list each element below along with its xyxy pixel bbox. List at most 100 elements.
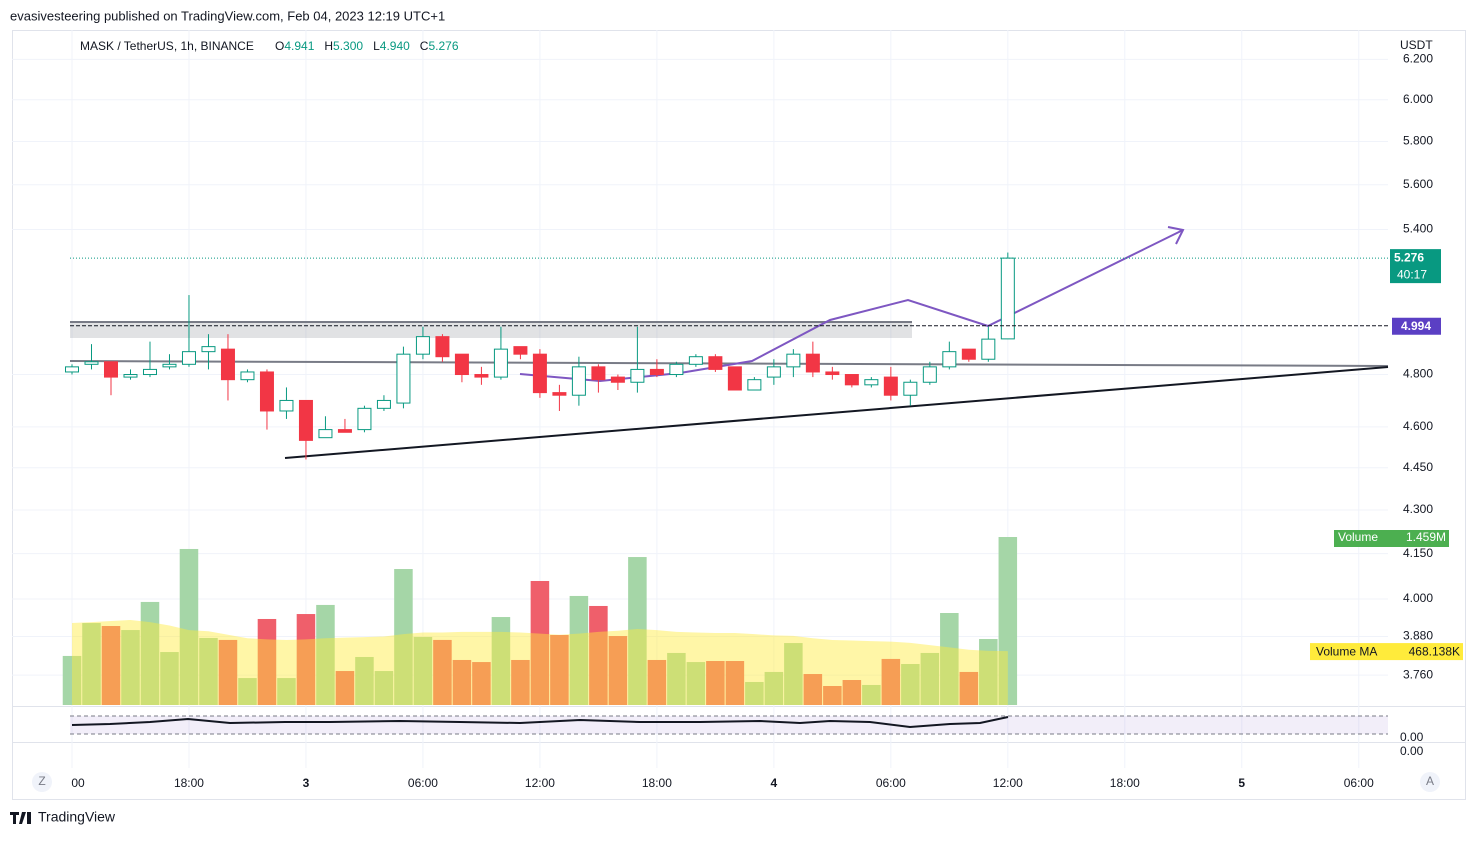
candle-body [454, 353, 469, 376]
level-label: 4.994 [1401, 319, 1431, 333]
candle-body [181, 351, 196, 365]
x-tick-label: 18:00 [174, 776, 204, 790]
volume-bar [589, 605, 608, 705]
volume-bar [764, 671, 784, 705]
trend-line [284, 366, 1389, 459]
volume-bar [530, 580, 550, 705]
volume-bar [413, 636, 433, 705]
frame [12, 30, 1466, 800]
candle-body [279, 399, 294, 412]
scale-button-label[interactable]: A [1426, 774, 1434, 788]
volume-bar [316, 604, 335, 705]
candle-body [688, 356, 703, 365]
volume-bar [550, 634, 569, 705]
volume-bar [491, 617, 511, 705]
candle-body [1000, 257, 1015, 340]
candle-body [318, 429, 333, 439]
candle-body [864, 379, 879, 386]
volume-legend-box [1334, 530, 1449, 547]
candle-body [357, 407, 372, 431]
osc-tick-label: 0.00 [1400, 744, 1424, 758]
volume-bar [920, 652, 940, 705]
candle-body [220, 348, 235, 381]
scale-button-label[interactable]: Z [38, 774, 45, 788]
volume-bar [686, 662, 706, 705]
y-tick-label: 4.800 [1403, 367, 1433, 381]
brand-logo [10, 812, 31, 824]
volume-bar [511, 659, 530, 705]
candle-body [532, 353, 547, 394]
volume-bar [569, 595, 589, 705]
volume-bar [335, 671, 355, 705]
ohlc-name: L [373, 39, 380, 53]
x-tick-label: 18:00 [642, 776, 672, 790]
scale-button[interactable] [32, 772, 52, 792]
candle-body [571, 366, 586, 396]
candle-body [376, 399, 391, 409]
volume-bar [433, 639, 452, 705]
brand: TradingView [38, 809, 116, 825]
volume-bar [472, 662, 491, 705]
candle-body [844, 374, 859, 386]
volume-legend-value: 1.459M [1406, 530, 1446, 544]
candle-body [786, 353, 801, 368]
volume-bar [862, 684, 881, 705]
volume-bar [998, 537, 1018, 705]
candle-body [64, 366, 79, 373]
y-tick-label: 4.450 [1403, 460, 1433, 474]
candle-body [435, 336, 450, 358]
volume-bar [803, 674, 823, 705]
candle-body [415, 336, 430, 355]
candle-body [162, 363, 177, 368]
ohlc-name: H [324, 39, 333, 53]
volume-bar [160, 652, 179, 705]
x-tick-label: 12:00 [525, 776, 555, 790]
volume-bar [355, 656, 374, 705]
candle-body [552, 392, 567, 396]
x-tick-label: 4 [771, 776, 778, 790]
candle-body [961, 348, 976, 360]
candle-body [103, 361, 118, 378]
last-price-box [1390, 249, 1441, 284]
y-tick-label: 4.150 [1403, 546, 1433, 560]
candle-body [396, 353, 411, 404]
y-tick-label: 5.800 [1403, 134, 1433, 148]
volume-pane [62, 537, 1018, 705]
candle-body [669, 363, 684, 376]
volume-bar [979, 639, 998, 705]
y-tick-label: 5.600 [1403, 177, 1433, 191]
candle-body [805, 353, 820, 373]
volume-bar [199, 637, 218, 705]
volume-bar [842, 680, 862, 705]
candle-body [649, 368, 664, 376]
zone-drawing [70, 321, 912, 338]
volume-bar [101, 626, 121, 705]
volume-bar [179, 548, 199, 705]
osc-tick-label: 0.00 [1400, 730, 1424, 744]
volume-bar [628, 557, 647, 705]
volume-bar [745, 681, 764, 705]
candle-body [84, 361, 99, 365]
symbol-title: MASK / TetherUS, 1h, BINANCE [80, 39, 254, 53]
level-box [1392, 317, 1441, 335]
volume-bar [901, 664, 920, 705]
y-tick-label: 4.600 [1403, 419, 1433, 433]
y-tick-label: 6.000 [1403, 92, 1433, 106]
candle-body [259, 371, 274, 412]
volume-bar [784, 643, 803, 705]
y-tick-label: 3.760 [1403, 667, 1433, 681]
x-tick-label: 00 [71, 776, 85, 790]
candle-body [493, 348, 508, 378]
candle-body [201, 346, 216, 353]
volume-bar [296, 614, 316, 705]
volume-bar [706, 661, 725, 705]
scale-button[interactable] [1420, 772, 1440, 792]
volume-bar [940, 612, 959, 705]
x-tick-label: 3 [303, 776, 310, 790]
candle-body [708, 356, 723, 370]
candle-body [123, 374, 138, 378]
y-tick-label: 4.300 [1403, 502, 1433, 516]
ohlc-name: C [420, 39, 429, 53]
x-tick-label: 5 [1238, 776, 1245, 790]
volume-legend-name: Volume [1338, 530, 1378, 544]
